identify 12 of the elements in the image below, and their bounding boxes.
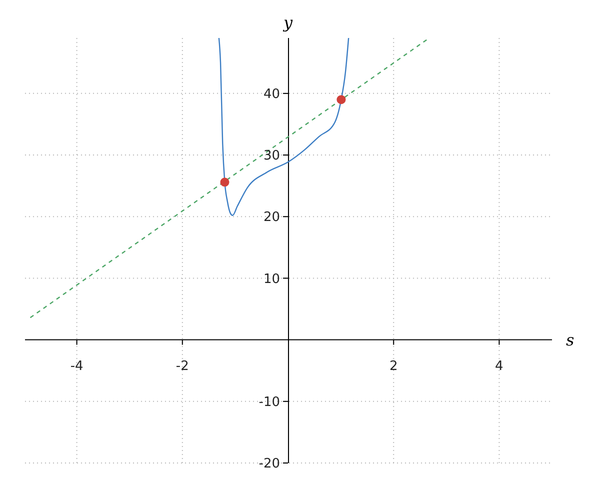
x-tick-label: 2 xyxy=(389,358,398,374)
y-axis-title: y xyxy=(282,13,294,32)
y-tick-label: -20 xyxy=(258,456,280,472)
y-tick-label: -10 xyxy=(258,394,280,410)
x-tick-label: 4 xyxy=(495,358,504,374)
y-tick-label: 10 xyxy=(263,272,280,287)
y-tick-label: 40 xyxy=(263,86,280,102)
x-axis-title: s xyxy=(566,330,574,350)
x-tick-label: -2 xyxy=(176,358,189,374)
x-tick-label: -4 xyxy=(70,358,84,374)
y-tick-label: 30 xyxy=(263,148,280,164)
y-tick-label: 20 xyxy=(263,210,280,226)
